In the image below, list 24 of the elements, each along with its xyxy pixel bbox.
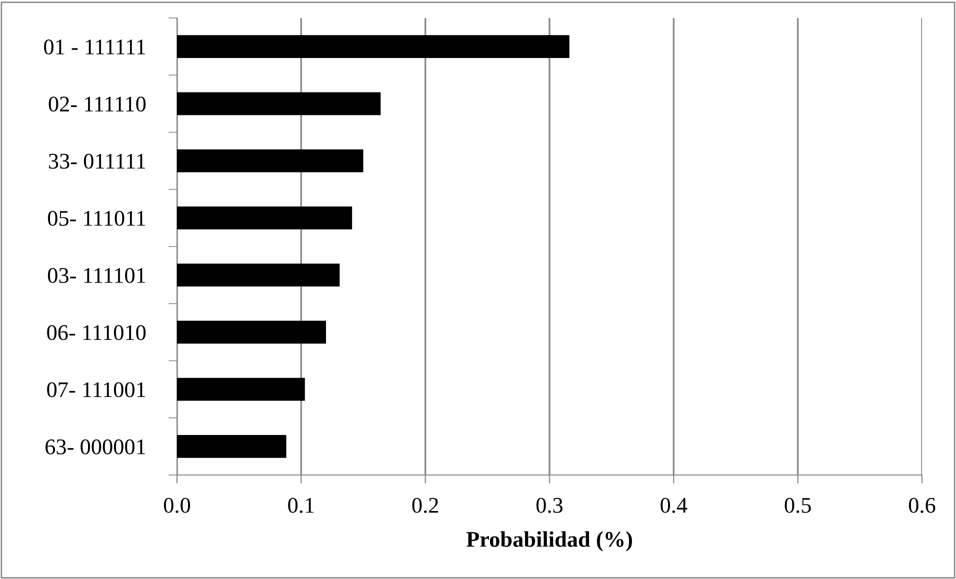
y-tick-label: 33- 011111 (48, 154, 146, 169)
y-tick-label: 06- 111010 (47, 325, 146, 340)
y-tick-label: 07- 111001 (47, 382, 146, 398)
bar (177, 92, 381, 116)
y-tick-label: 63- 000001 (46, 439, 146, 454)
bar (177, 35, 570, 58)
x-tick-label: 0.0 (164, 498, 190, 513)
y-tick-label: 03- 111101 (48, 268, 146, 283)
bar (177, 264, 340, 286)
x-tick-label: 0.3 (536, 498, 563, 513)
x-tick-label: 0.5 (784, 498, 811, 513)
y-tick-label: 05- 111011 (48, 210, 146, 226)
bar (177, 149, 364, 172)
x-tick-label: 0.6 (908, 498, 936, 513)
y-tick-label: 02- 111110 (48, 96, 146, 112)
x-tick-label: 0.2 (412, 498, 438, 513)
bar (177, 378, 305, 401)
y-tick-label: 01 - 111111 (44, 39, 146, 54)
x-tick-label: 0.1 (288, 498, 314, 513)
bar (177, 435, 286, 458)
bar (177, 320, 326, 344)
x-tick-label: 0.4 (660, 498, 688, 513)
bar (177, 206, 352, 230)
x-axis-title: Probabilidad (%) (466, 531, 632, 552)
